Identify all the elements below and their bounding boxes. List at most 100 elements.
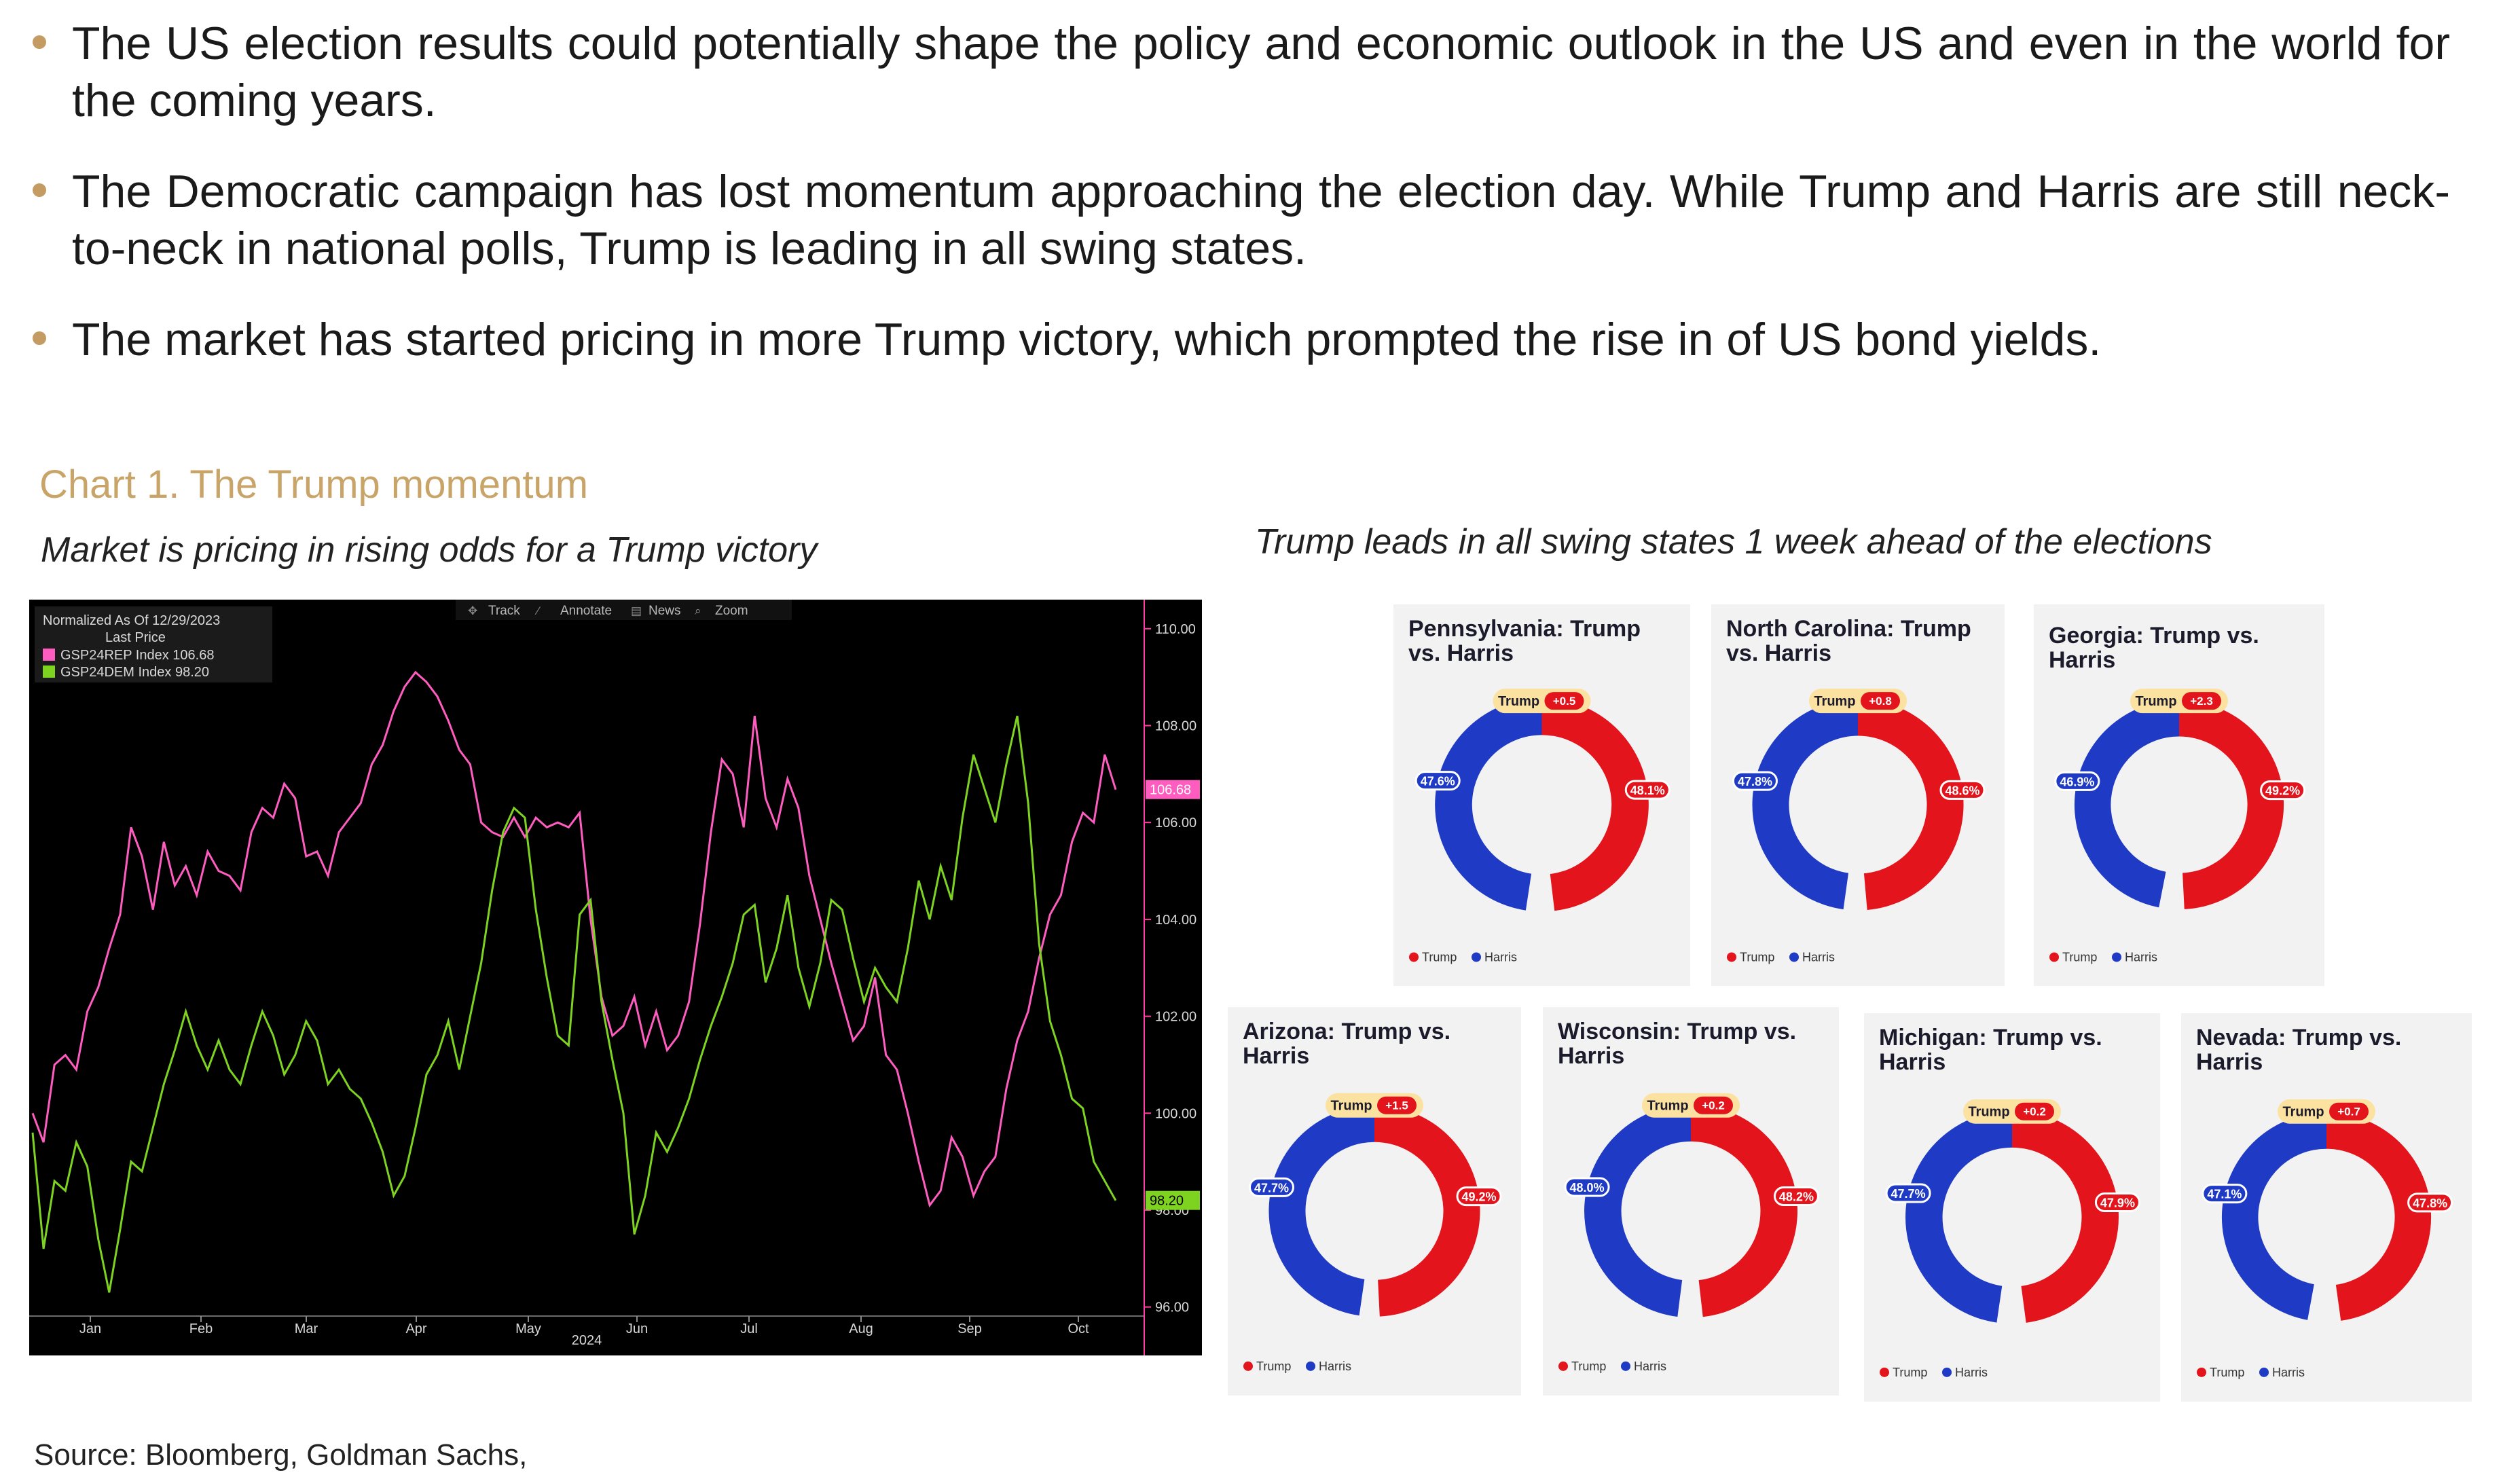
y-tick-label: 110.00	[1155, 622, 1196, 637]
harris-value-pill-bg	[2202, 1184, 2248, 1204]
donut-svg: 49.2% 47.7% Trump +1.5 Trump Harris	[1243, 1093, 1502, 1373]
track-icon: ✥	[468, 604, 477, 617]
legend-trump-label: Trump	[1740, 950, 1774, 964]
dem-series-line	[31, 715, 1117, 1293]
harris-value-pill-text: 47.1%	[2207, 1188, 2242, 1201]
trump-slice	[2326, 1112, 2432, 1321]
state-card-title: Georgia: Trump vs. Harris	[2049, 623, 2259, 673]
trump-value-pill-text: 49.2%	[1461, 1190, 1496, 1204]
x-tick-label: May	[515, 1321, 541, 1336]
lead-badge-value-bg	[1694, 1096, 1733, 1114]
state-card-title: Wisconsin: Trump vs. Harris	[1558, 1019, 1797, 1069]
y-tick-label: 108.00	[1155, 719, 1197, 734]
rep-last-price-tag-bg	[1146, 780, 1200, 799]
state-card: 48.1% 47.6% Trump +0.5 Trump Harris Pennsylva…	[1393, 604, 1690, 986]
state-card: 47.8% 47.1% Trump +0.7 Trump Harris Nevada: T…	[2181, 1013, 2472, 1402]
toolbar-bar	[456, 600, 792, 620]
harris-slice	[1584, 1104, 1691, 1317]
lead-badge: Trump +0.8	[1809, 689, 1907, 714]
trump-value-pill: 48.2%	[1773, 1186, 1819, 1206]
lead-badge: Trump +0.7	[2278, 1099, 2375, 1124]
trump-value-pill-bg	[1939, 780, 1986, 800]
y-tick-label: 100.00	[1155, 1106, 1197, 1121]
bullet-text: The Democratic campaign has lost momentu…	[72, 166, 2450, 274]
legend-harris-label: Harris	[1802, 950, 1835, 964]
legend-harris-label: Harris	[1634, 1360, 1666, 1373]
legend-dem-swatch	[43, 665, 55, 678]
harris-value-pill: 47.7%	[1885, 1183, 1931, 1203]
trump-value-pill: 47.8%	[2407, 1192, 2453, 1213]
harris-value-pill-bg	[2054, 771, 2100, 791]
trump-slice	[2012, 1110, 2119, 1323]
lead-badge-value-bg	[1544, 692, 1584, 710]
harris-value-pill: 47.7%	[1248, 1177, 1294, 1197]
lead-badge: Trump +0.5	[1493, 689, 1591, 714]
trump-value-pill-text: 47.8%	[2413, 1197, 2447, 1210]
right-chart-subtitle: Trump leads in all swing states 1 week a…	[1255, 522, 2212, 562]
lead-badge-value-bg	[2015, 1102, 2054, 1120]
state-card: 48.2% 48.0% Trump +0.2 Trump Harris Wisconsin…	[1543, 1007, 1839, 1396]
lead-badge-name: Trump	[2282, 1105, 2324, 1120]
legend-harris-label: Harris	[1319, 1360, 1351, 1373]
x-axis-year: 2024	[572, 1333, 602, 1348]
harris-value-pill: 47.1%	[2202, 1184, 2248, 1204]
legend-harris-dot-icon	[2259, 1367, 2269, 1377]
x-tick-label: Apr	[405, 1321, 426, 1336]
lead-badge-value-bg	[1377, 1096, 1417, 1114]
lead-badge-name: Trump	[1330, 1099, 1372, 1114]
toolbar-annotate[interactable]: Annotate	[560, 604, 612, 618]
source-note: Source: Bloomberg, Goldman Sachs,	[34, 1438, 528, 1472]
harris-value-pill-text: 47.8%	[1738, 775, 1772, 788]
zoom-icon: ⌕	[695, 604, 701, 617]
state-card: 49.2% 46.9% Trump +2.3 Trump Harris Georgia: …	[2034, 604, 2324, 986]
legend-harris-label: Harris	[1955, 1366, 1988, 1379]
donut-legend: Trump Harris	[1880, 1366, 1988, 1379]
lead-badge: Trump +2.3	[2130, 689, 2228, 714]
bloomberg-line-chart[interactable]: ✥ Track ⁄ Annotate ▤ News ⌕ Zoom Normali…	[29, 600, 1202, 1355]
bullet-text: The US election results could potentiall…	[72, 18, 2450, 126]
chart-background	[29, 600, 1202, 1355]
legend-trump-label: Trump	[2062, 950, 2097, 964]
trump-value-pill: 49.2%	[1456, 1186, 1502, 1207]
state-card: 49.2% 47.7% Trump +1.5 Trump Harris Arizona: …	[1228, 1007, 1521, 1396]
legend-harris-dot-icon	[1306, 1361, 1315, 1371]
x-tick-label: Oct	[1067, 1321, 1089, 1336]
legend-harris-label: Harris	[2272, 1366, 2305, 1379]
x-axis-ticks: Jan Feb Mar Apr May Jun Jul Aug Sep Oct	[79, 1316, 1089, 1336]
lead-badge-value-bg	[1861, 692, 1900, 710]
trump-value-pill: 47.9%	[2094, 1192, 2140, 1212]
lead-badge-value-bg	[2329, 1102, 2369, 1120]
state-card-title: Nevada: Trump vs. Harris	[2196, 1025, 2402, 1075]
bullet-item: The Democratic campaign has lost momentu…	[33, 163, 2450, 277]
y-tick-label: 96.00	[1155, 1300, 1189, 1315]
legend-trump-dot-icon	[1409, 952, 1419, 962]
trump-slice	[2179, 699, 2284, 909]
harris-value-pill-bg	[1564, 1177, 1610, 1197]
harris-value-pill: 47.6%	[1414, 771, 1461, 791]
lead-badge-value: +0.5	[1553, 695, 1576, 708]
left-chart-subtitle: Market is pricing in rising odds for a T…	[41, 530, 818, 570]
harris-slice	[1268, 1105, 1374, 1316]
toolbar-news[interactable]: News	[649, 604, 681, 618]
lead-badge-value: +2.3	[2190, 695, 2213, 708]
annotate-icon: ⁄	[534, 604, 541, 617]
bullet-text: The market has started pricing in more T…	[72, 314, 2102, 365]
state-card: 47.9% 47.7% Trump +0.2 Trump Harris Michigan:…	[1864, 1013, 2160, 1402]
donut-legend: Trump Harris	[2049, 950, 2157, 964]
legend-rep-label: GSP24REP Index 106.68	[60, 648, 214, 663]
legend-trump-label: Trump	[1571, 1360, 1606, 1373]
harris-value-pill-text: 47.7%	[1254, 1181, 1289, 1195]
lead-badge-value: +0.2	[1702, 1099, 1725, 1112]
bullet-dot-icon	[33, 183, 46, 197]
toolbar-track[interactable]: Track	[488, 604, 520, 618]
x-tick-label: Jun	[626, 1321, 648, 1336]
trump-slice	[1374, 1105, 1480, 1317]
trump-value-pill-text: 49.2%	[2265, 784, 2300, 798]
legend-harris-dot-icon	[1621, 1361, 1630, 1371]
donut-svg: 49.2% 46.9% Trump +2.3 Trump Harris	[2049, 689, 2306, 964]
legend-subheader: Last Price	[105, 630, 166, 645]
toolbar-zoom[interactable]: Zoom	[715, 604, 748, 618]
y-tick-label: 102.00	[1155, 1010, 1197, 1025]
bullet-item: The US election results could potentiall…	[33, 15, 2450, 129]
chart-toolbar: ✥ Track ⁄ Annotate ▤ News ⌕ Zoom	[456, 600, 792, 620]
